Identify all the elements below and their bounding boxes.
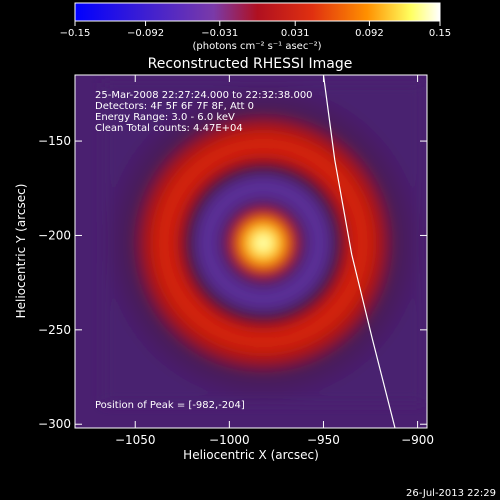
x-tick-label: −950 [307,433,340,447]
y-tick-label: −200 [38,228,71,242]
x-axis-label: Heliocentric X (arcsec) [183,448,319,462]
plot-frame [74,74,428,429]
colorbar-tick-label: −0.092 [127,28,164,39]
x-tick-label: −1000 [209,433,250,447]
annotation-line: Energy Range: 3.0 - 6.0 keV [95,112,235,123]
annotation-line: Detectors: 4F 5F 6F 7F 8F, Att 0 [95,101,254,112]
annotation-line: Clean Total counts: 4.47E+04 [95,123,243,134]
annotation-block: 25-Mar-2008 22:27:24.000 to 22:32:38.000… [95,90,313,134]
x-tick-label: −1050 [115,433,156,447]
peak-position-label: Position of Peak = [-982,-204] [95,400,245,411]
colorbar-tick-label: 0.092 [355,28,384,39]
colorbar-frame [74,2,441,22]
footer-timestamp: 26-Jul-2013 22:29 [406,488,496,499]
x-tick-label: −900 [401,433,434,447]
y-tick-label: −250 [38,323,71,337]
chart-title: Reconstructed RHESSI Image [148,56,353,72]
emission-map [103,83,424,404]
y-axis-label: Heliocentric Y (arcsec) [14,184,28,319]
colorbar-tick-label: 0.031 [281,28,310,39]
colorbar-tick-label: 0.15 [429,28,451,39]
y-tick-label: −300 [38,417,71,431]
colorbar-tick-label: −0.15 [60,28,91,39]
colorbar [75,3,440,21]
image-area [75,75,427,428]
solar-limb [322,75,396,428]
colorbar-tick-label: −0.031 [201,28,238,39]
y-tick-label: −150 [38,134,71,148]
annotation-line: 25-Mar-2008 22:27:24.000 to 22:32:38.000 [95,90,313,101]
colorbar-unit-label: (photons cm⁻² s⁻¹ asec⁻²) [192,41,321,52]
